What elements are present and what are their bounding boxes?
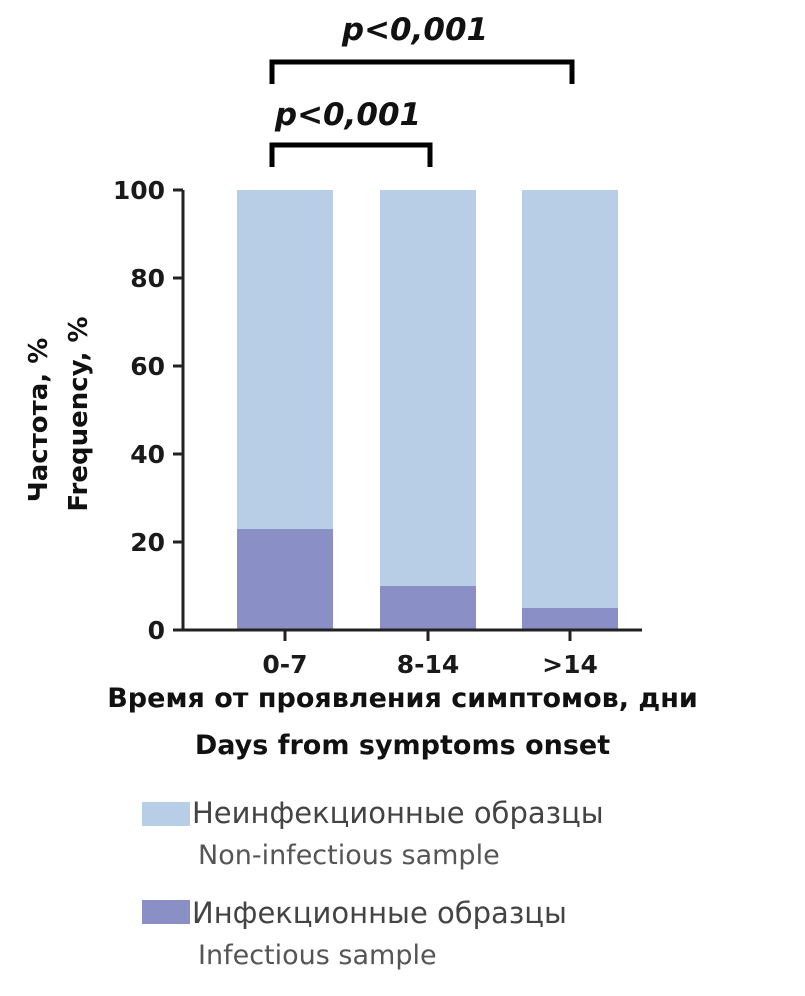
y-axis-title-en: Frequency, %	[64, 316, 94, 511]
y-tick-label-0: 0	[148, 616, 165, 645]
axes-group: 0 20 40 60 80 100 0-7 8-14 >14	[113, 176, 642, 679]
legend-swatch-infectious	[142, 900, 190, 924]
bar-infectious-0-7	[237, 528, 333, 630]
significance-bracket-2	[269, 142, 433, 167]
x-axis-title-ru: Время от проявления симптомов, дни	[107, 683, 698, 714]
y-tick-label-60: 60	[130, 352, 165, 381]
legend-swatch-non-infectious	[142, 802, 190, 826]
y-tick-label-20: 20	[130, 528, 165, 557]
y-tick-label-40: 40	[130, 440, 165, 469]
bar-infectious-8-14	[380, 586, 476, 630]
y-axis-title-ru: Частота, %	[24, 338, 54, 503]
legend-label-non-infectious-ru: Неинфекционные образцы	[192, 796, 604, 830]
x-tick-label->14: >14	[542, 650, 598, 679]
bar-non-infectious-8-14	[380, 190, 476, 586]
significance-label-1: p<0,001	[341, 12, 488, 48]
y-tick-label-100: 100	[113, 176, 165, 205]
significance-bracket-1	[269, 59, 575, 84]
significance-brackets: p<0,001 p<0,001	[269, 12, 575, 167]
legend-label-infectious-ru: Инфекционные образцы	[192, 896, 567, 930]
legend-label-non-infectious-en: Non-infectious sample	[198, 840, 500, 871]
x-tick-label-0-7: 0-7	[262, 650, 307, 679]
x-tick-label-8-14: 8-14	[397, 650, 460, 679]
legend-label-infectious-en: Infectious sample	[198, 940, 437, 971]
y-axis-title: Частота, % Frequency, %	[24, 316, 94, 511]
significance-label-2: p<0,001	[274, 97, 421, 133]
stacked-bar-chart: Частота, % Frequency, % 0 20 40 60 80 100 0-7 8…	[24, 12, 642, 679]
bar-non-infectious->14	[522, 190, 618, 608]
x-axis-title-en: Days from symptoms onset	[194, 730, 611, 761]
y-tick-label-80: 80	[130, 264, 165, 293]
bar-infectious->14	[522, 608, 618, 630]
bar-non-infectious-0-7	[237, 190, 333, 529]
bars-group	[237, 190, 618, 630]
